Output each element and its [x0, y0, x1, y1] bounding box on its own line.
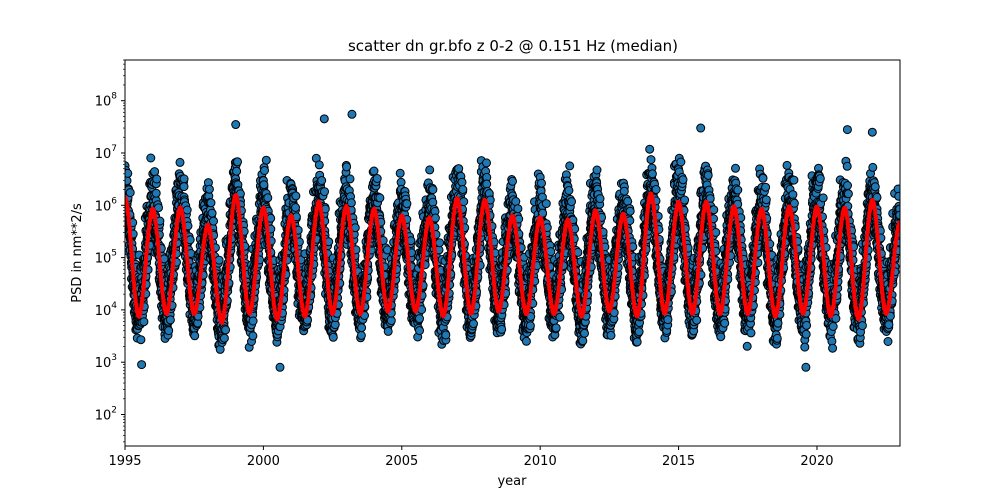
scatter-point: [151, 188, 161, 198]
scatter-point: [580, 328, 589, 338]
scatter-point: [369, 166, 379, 176]
scatter-point: [595, 194, 605, 204]
scatter-point: [125, 168, 133, 178]
scatter-point: [435, 238, 445, 248]
scatter-point: [190, 331, 200, 341]
scatter-point: [428, 197, 438, 207]
scatter-point: [233, 157, 242, 167]
scatter-point: [179, 182, 189, 192]
scatter-point: [458, 185, 468, 194]
scatter-point: [425, 165, 435, 175]
scatter-point: [175, 157, 185, 167]
scatter-point: [395, 168, 405, 178]
scatter-point: [441, 330, 451, 340]
scatter-point: [232, 166, 242, 176]
scatter-point: [555, 312, 565, 322]
scatter-point: [207, 208, 217, 218]
scatter-point: [291, 203, 300, 212]
scatter-point: [164, 326, 174, 336]
scatter-point: [204, 184, 214, 194]
scatter-point: [152, 174, 162, 184]
scatter-point: [521, 336, 531, 346]
scatter-point: [139, 317, 149, 327]
scatter-point: [497, 324, 507, 334]
scatter-point: [346, 198, 356, 208]
scatter-points: [125, 109, 900, 372]
scatter-point: [428, 185, 438, 195]
scatter-point: [248, 331, 258, 341]
scatter-point: [454, 164, 464, 174]
scatter-point: [372, 174, 382, 183]
scatter-point: [146, 153, 156, 163]
scatter-point: [328, 332, 338, 342]
scatter-point: [345, 174, 355, 184]
scatter-point: [525, 321, 535, 331]
scatter-point: [375, 193, 385, 203]
scatter-point: [317, 176, 327, 185]
scatter-point: [214, 255, 224, 265]
scatter-point: [482, 179, 492, 189]
scatter-point: [221, 325, 231, 335]
scatter-point: [209, 216, 218, 226]
scatter-point: [182, 205, 192, 215]
scatter-point: [248, 316, 258, 326]
scatter-point: [508, 176, 517, 186]
scatter-point: [260, 166, 269, 175]
scatter-point: [457, 177, 467, 187]
scatter-point: [567, 197, 576, 207]
scatter-point: [482, 158, 491, 168]
scatter-point: [469, 319, 478, 329]
scatter-point: [314, 160, 324, 170]
scatter-point: [541, 199, 551, 209]
scatter-point: [125, 176, 132, 186]
scatter-point: [383, 326, 393, 336]
scatter-point: [578, 336, 588, 346]
scatter-point: [125, 188, 135, 198]
scatter-point: [320, 187, 329, 197]
scatter-point: [415, 314, 424, 324]
scatter-point: [150, 167, 160, 177]
scatter-point: [291, 191, 301, 201]
scatter-point: [261, 155, 271, 165]
scatter-point: [136, 335, 146, 345]
scatter-point: [551, 323, 561, 333]
scatter-point: [206, 198, 216, 208]
scatter-point: [165, 315, 175, 325]
scatter-point: [415, 326, 424, 336]
chart-title: scatter dn gr.bfo z 0-2 @ 0.151 Hz (medi…: [348, 37, 678, 55]
scatter-point: [513, 204, 523, 214]
scatter-point: [537, 178, 546, 188]
scatter-point: [402, 199, 412, 209]
scatter-point: [342, 162, 352, 172]
scatter-point: [386, 316, 396, 326]
scatter-point: [263, 193, 273, 203]
scatter-point: [592, 165, 602, 175]
scatter-point: [564, 186, 574, 195]
scatter-point: [219, 333, 229, 343]
scatter-point: [179, 174, 189, 184]
scatter-point: [565, 161, 575, 171]
scatter-point: [357, 323, 367, 333]
scatter-point: [546, 247, 556, 257]
scatter-point: [259, 180, 269, 190]
scatter-point: [356, 330, 366, 340]
